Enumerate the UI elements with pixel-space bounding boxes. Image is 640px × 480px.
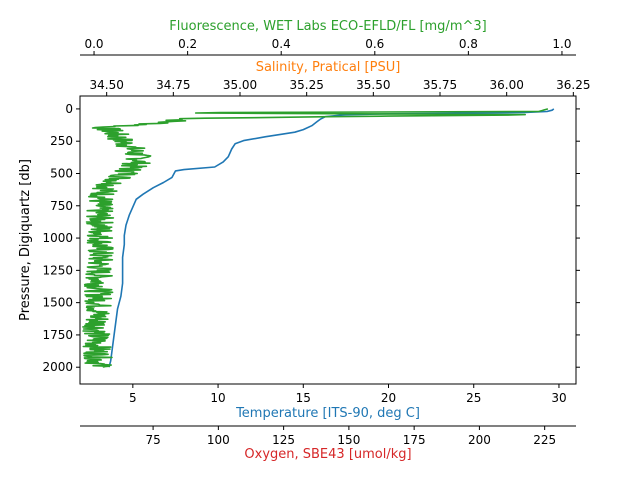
y-tick-label: 500 — [50, 166, 73, 180]
oxygen-tick-label: 100 — [207, 433, 230, 447]
temperature-tick-label: 25 — [466, 391, 481, 405]
plot-lines — [82, 108, 555, 368]
salinity-tick-label: 34.75 — [156, 78, 190, 92]
oxygen-tick-label: 75 — [145, 433, 160, 447]
salinity-tick-label: 35.00 — [223, 78, 257, 92]
fluorescence-tick-label: 1.0 — [552, 37, 571, 51]
oxygen-tick-label: 225 — [533, 433, 556, 447]
temperature-series-line — [108, 108, 555, 368]
temperature-tick-label: 10 — [210, 391, 225, 405]
oxygen-axis-label: Oxygen, SBE43 [umol/kg] — [244, 447, 411, 462]
y-tick-label: 0 — [65, 102, 73, 116]
salinity-tick-label: 35.50 — [356, 78, 390, 92]
oxygen-tick-label: 125 — [272, 433, 295, 447]
fluorescence-tick-label: 0.2 — [178, 37, 197, 51]
fluorescence-series-line — [82, 108, 549, 368]
salinity-tick-label: 34.50 — [89, 78, 123, 92]
salinity-tick-label: 36.00 — [489, 78, 523, 92]
temperature-axis-label: Temperature [ITS-90, deg C] — [235, 406, 420, 421]
salinity-tick-label: 35.25 — [289, 78, 323, 92]
fluorescence-tick-label: 0.4 — [272, 37, 291, 51]
plot-frame — [79, 95, 577, 385]
temperature-tick-label: 30 — [551, 391, 566, 405]
fluorescence-tick-label: 0.8 — [459, 37, 478, 51]
fluorescence-tick-label: 0.6 — [365, 37, 384, 51]
salinity-axis-label: Salinity, Pratical [PSU] — [256, 60, 401, 75]
temperature-tick-label: 20 — [381, 391, 396, 405]
salinity-tick-label: 36.25 — [556, 78, 590, 92]
y-tick-label: 1000 — [42, 231, 73, 245]
fluorescence-axis-label: Fluorescence, WET Labs ECO-EFLD/FL [mg/m… — [169, 19, 486, 34]
y-tick-label: 2000 — [42, 360, 73, 374]
oxygen-tick-label: 175 — [403, 433, 426, 447]
y-tick-label: 1500 — [42, 296, 73, 310]
y-tick-label: 1250 — [42, 263, 73, 277]
y-tick-label: 250 — [50, 134, 73, 148]
oxygen-tick-label: 150 — [337, 433, 360, 447]
temperature-tick-label: 5 — [129, 391, 137, 405]
y-tick-label: 750 — [50, 199, 73, 213]
oxygen-tick-label: 200 — [468, 433, 491, 447]
axes: 0 250 500 750 1000 1250 1500 1750 2000 5 10 15 20 25 3… — [42, 19, 590, 462]
fluorescence-tick-label: 0.0 — [84, 37, 103, 51]
y-tick-label: 1750 — [42, 328, 73, 342]
y-axis-label: Pressure, Digiquartz [db] — [18, 159, 33, 321]
temperature-tick-label: 15 — [296, 391, 311, 405]
salinity-tick-label: 35.75 — [423, 78, 457, 92]
